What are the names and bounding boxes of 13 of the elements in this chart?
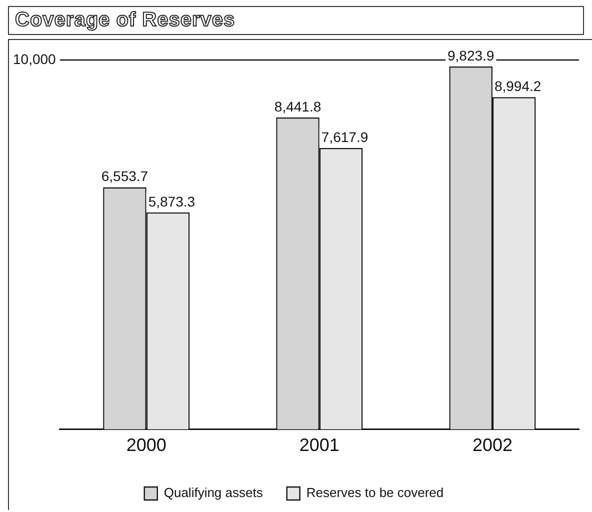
data-label: 7,617.9 xyxy=(321,128,368,145)
data-label: 6,553.7 xyxy=(101,168,148,184)
data-label: 5,873.3 xyxy=(148,193,196,210)
data-label: 8,441.8 xyxy=(274,98,322,114)
x-tick-label: 2002 xyxy=(472,435,512,456)
data-label: 8,994.2 xyxy=(494,78,542,94)
y-tick-label: 10,000 xyxy=(12,50,56,67)
x-tick-label: 2000 xyxy=(126,435,166,456)
data-label: 9,823.9 xyxy=(447,47,494,64)
legend-label: Qualifying assets xyxy=(164,485,264,500)
legend-label: Reserves to be covered xyxy=(306,485,444,500)
chart-title: Coverage of Reserves xyxy=(8,6,584,35)
x-tick-label: 2001 xyxy=(299,435,340,456)
